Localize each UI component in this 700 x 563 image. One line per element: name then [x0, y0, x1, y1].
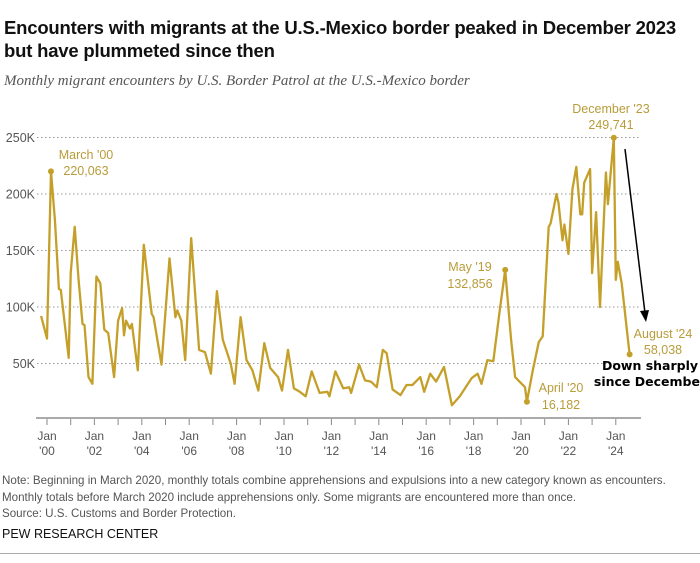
annotation-dot	[502, 266, 509, 273]
y-axis: 50K 100K 150K 200K 250K	[6, 131, 36, 371]
x-tick-label: '04	[134, 444, 150, 458]
x-tick-label: Jan	[322, 429, 341, 443]
y-tick-label: 100K	[6, 301, 36, 315]
note-text: Note: Beginning in March 2020, monthly t…	[2, 474, 666, 504]
x-tick-label: Jan	[606, 429, 625, 443]
callout-text: Down sharply	[602, 358, 698, 373]
chart-subtitle: Monthly migrant encounters by U.S. Borde…	[4, 73, 470, 89]
x-tick-label: '22	[561, 444, 577, 458]
x-tick-label: Jan	[132, 429, 151, 443]
annotation-label: March '00	[59, 148, 114, 162]
x-tick-label: Jan	[464, 429, 483, 443]
annotation-value: 16,182	[542, 398, 580, 412]
annotation-value: 220,063	[63, 164, 108, 178]
series-line	[39, 136, 631, 407]
x-tick-label: '10	[276, 444, 292, 458]
annotation-dot	[610, 134, 617, 141]
annotation-dot	[47, 168, 54, 175]
x-tick-label: Jan	[227, 429, 246, 443]
brand-logo: PEW RESEARCH CENTER	[2, 527, 159, 541]
source-text: Source: U.S. Customs and Border Protecti…	[2, 507, 236, 520]
x-tick-label: '20	[513, 444, 529, 458]
annotation-value: 132,856	[447, 277, 492, 291]
annotation-dot	[626, 351, 633, 358]
y-tick-label: 50K	[13, 357, 36, 371]
x-tick-label: '16	[418, 444, 434, 458]
y-tick-label: 200K	[6, 188, 36, 202]
annotation-value: 58,038	[644, 343, 682, 357]
x-tick-label: '00	[39, 444, 55, 458]
x-tick-label: Jan	[37, 429, 56, 443]
annotation-label: August '24	[634, 327, 693, 341]
divider	[0, 553, 700, 554]
chart-title: Encounters with migrants at the U.S.-Mex…	[4, 17, 676, 61]
x-tick-label: '02	[87, 444, 103, 458]
callout-text: since December	[594, 374, 700, 389]
callout-arrow	[624, 148, 646, 314]
x-tick-label: '06	[181, 444, 197, 458]
x-tick-label: Jan	[559, 429, 578, 443]
x-tick-label: Jan	[369, 429, 388, 443]
annotation-label: December '23	[572, 102, 649, 116]
x-tick-label: Jan	[417, 429, 436, 443]
annotation-label: April '20	[539, 381, 584, 395]
x-tick-label: Jan	[180, 429, 199, 443]
x-tick-label: '12	[324, 444, 340, 458]
x-tick-label: Jan	[511, 429, 530, 443]
annotation-dots	[47, 134, 633, 405]
y-tick-label: 250K	[6, 131, 36, 145]
x-tick-label: '08	[229, 444, 245, 458]
y-tick-label: 150K	[6, 244, 36, 258]
arrowhead-icon	[640, 310, 649, 322]
annotation-dot	[523, 398, 530, 405]
x-tick-label: Jan	[274, 429, 293, 443]
annotation-label: May '19	[448, 260, 491, 274]
x-tick-label: '18	[466, 444, 482, 458]
chart-note: Note: Beginning in March 2020, monthly t…	[2, 473, 692, 523]
x-tick-label: '14	[371, 444, 387, 458]
x-tick-label: Jan	[85, 429, 104, 443]
x-axis: Jan'00Jan'02Jan'04Jan'06Jan'08Jan'10Jan'…	[37, 419, 625, 458]
annotation-value: 249,741	[588, 118, 633, 132]
x-tick-label: '24	[608, 444, 624, 458]
gridlines	[37, 137, 641, 364]
